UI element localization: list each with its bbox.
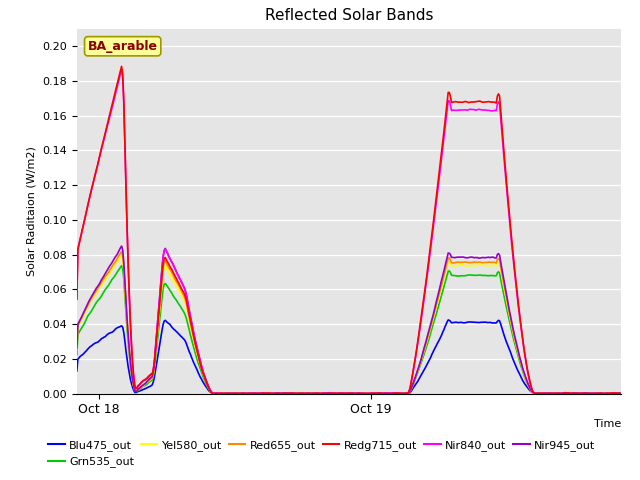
Blu475_out [397,391,405,396]
Redg715_out [399,391,406,396]
Red655_out [606,391,614,396]
Red655_out [521,372,529,378]
Nir840_out [337,391,345,396]
Nir945_out [369,390,377,396]
Nir840_out [118,66,125,72]
Nir945_out [617,391,625,396]
Red655_out [369,391,377,396]
Grn535_out [617,391,625,396]
Nir945_out [521,372,529,377]
Grn535_out [73,352,81,358]
Redg715_out [118,63,125,69]
Y-axis label: Solar Raditaion (W/m2): Solar Raditaion (W/m2) [27,146,36,276]
Red655_out [399,391,406,396]
Nir840_out [73,296,81,302]
Line: Red655_out: Red655_out [77,252,621,394]
Yel580_out [337,391,345,396]
Yel580_out [399,391,406,396]
Line: Redg715_out: Redg715_out [77,66,621,394]
Blu475_out [444,317,452,323]
Redg715_out [73,297,81,302]
Nir840_out [369,391,377,396]
Grn535_out [334,391,342,396]
Redg715_out [334,391,342,396]
Blu475_out [606,391,614,396]
Grn535_out [214,391,221,396]
Legend: Blu475_out, Grn535_out, Yel580_out, Red655_out, Redg715_out, Nir840_out, Nir945_: Blu475_out, Grn535_out, Yel580_out, Red6… [44,436,600,472]
Grn535_out [521,374,529,380]
Line: Yel580_out: Yel580_out [77,254,621,394]
Nir840_out [230,391,238,396]
Red655_out [617,391,625,396]
Yel580_out [617,391,625,396]
Grn535_out [337,390,345,396]
Yel580_out [606,390,614,396]
Yel580_out [118,252,125,257]
Redg715_out [521,350,529,356]
Nir945_out [606,391,614,396]
Redg715_out [220,391,227,396]
Blu475_out [521,381,529,387]
Nir945_out [334,391,342,396]
Title: Reflected Solar Bands: Reflected Solar Bands [264,9,433,24]
Nir840_out [521,351,529,357]
Line: Grn535_out: Grn535_out [77,266,621,394]
Blu475_out [73,368,81,374]
Blu475_out [333,391,340,396]
Yel580_out [212,391,220,396]
Text: Time: Time [593,419,621,429]
Yel580_out [334,390,342,396]
Red655_out [118,249,125,254]
Grn535_out [118,263,125,269]
Red655_out [334,391,342,396]
Yel580_out [73,347,81,352]
Nir945_out [399,391,406,396]
Redg715_out [606,390,614,396]
Line: Nir945_out: Nir945_out [77,246,621,394]
Text: BA_arable: BA_arable [88,40,157,53]
Nir945_out [337,391,345,396]
Blu475_out [336,391,344,396]
Nir840_out [617,391,625,396]
Grn535_out [606,390,614,396]
Red655_out [73,346,81,352]
Grn535_out [399,390,406,396]
Nir840_out [606,391,614,396]
Nir945_out [118,243,125,249]
Redg715_out [617,391,625,396]
Blu475_out [209,391,217,396]
Nir945_out [73,345,81,351]
Nir840_out [334,390,342,396]
Blu475_out [617,391,625,396]
Redg715_out [369,391,377,396]
Redg715_out [337,390,345,396]
Line: Nir840_out: Nir840_out [77,69,621,394]
Blu475_out [368,390,376,396]
Red655_out [337,391,345,396]
Nir945_out [209,391,217,396]
Yel580_out [521,373,529,379]
Red655_out [220,391,228,396]
Yel580_out [369,390,377,396]
Nir840_out [399,391,406,396]
Grn535_out [369,391,377,396]
Line: Blu475_out: Blu475_out [77,320,621,394]
